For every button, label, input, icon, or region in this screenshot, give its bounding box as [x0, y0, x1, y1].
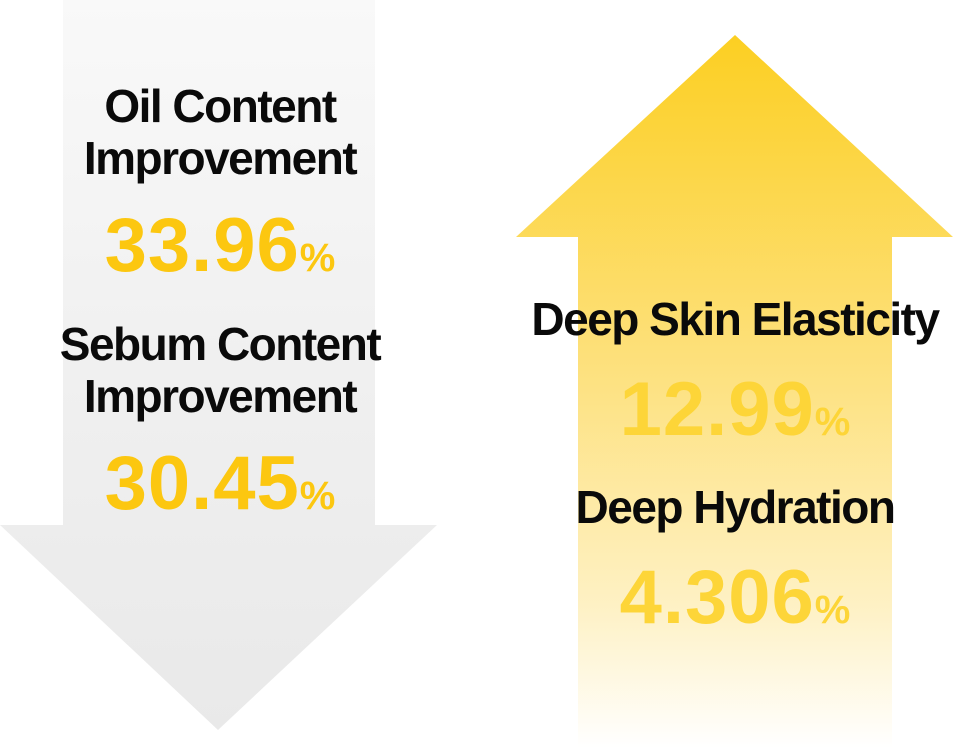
deep-hydration-label: Deep Hydration [575, 481, 896, 533]
deep-skin-elasticity-number: 12.99 [619, 367, 815, 452]
deep-skin-elasticity-unit: % [814, 400, 851, 444]
up-arrow-icon [516, 35, 953, 748]
sebum-content-label-line2: Improvement [83, 370, 358, 422]
oil-content-label: Oil Content Improvement [20, 80, 420, 184]
deep-skin-elasticity-label: Deep Skin Elasticity [531, 293, 940, 345]
deep-hydration-number: 4.306 [619, 555, 815, 640]
sebum-content-number: 30.45 [104, 441, 300, 526]
deep-skin-elasticity-value: 12.99% [500, 372, 970, 460]
sebum-content-unit: % [299, 474, 336, 518]
sebum-content-label: Sebum Content Improvement [20, 318, 420, 422]
oil-content-label-line1: Oil Content [104, 80, 337, 132]
sebum-content-label-line1: Sebum Content [59, 318, 382, 370]
deep-hydration-unit: % [814, 588, 851, 632]
sebum-content-value: 30.45% [20, 446, 420, 534]
oil-content-value: 33.96% [20, 208, 420, 296]
down-arrow-icon [0, 0, 437, 730]
oil-content-number: 33.96 [104, 203, 300, 288]
oil-content-label-line2: Improvement [83, 132, 358, 184]
deep-hydration-value: 4.306% [500, 560, 970, 648]
oil-content-unit: % [299, 236, 336, 280]
